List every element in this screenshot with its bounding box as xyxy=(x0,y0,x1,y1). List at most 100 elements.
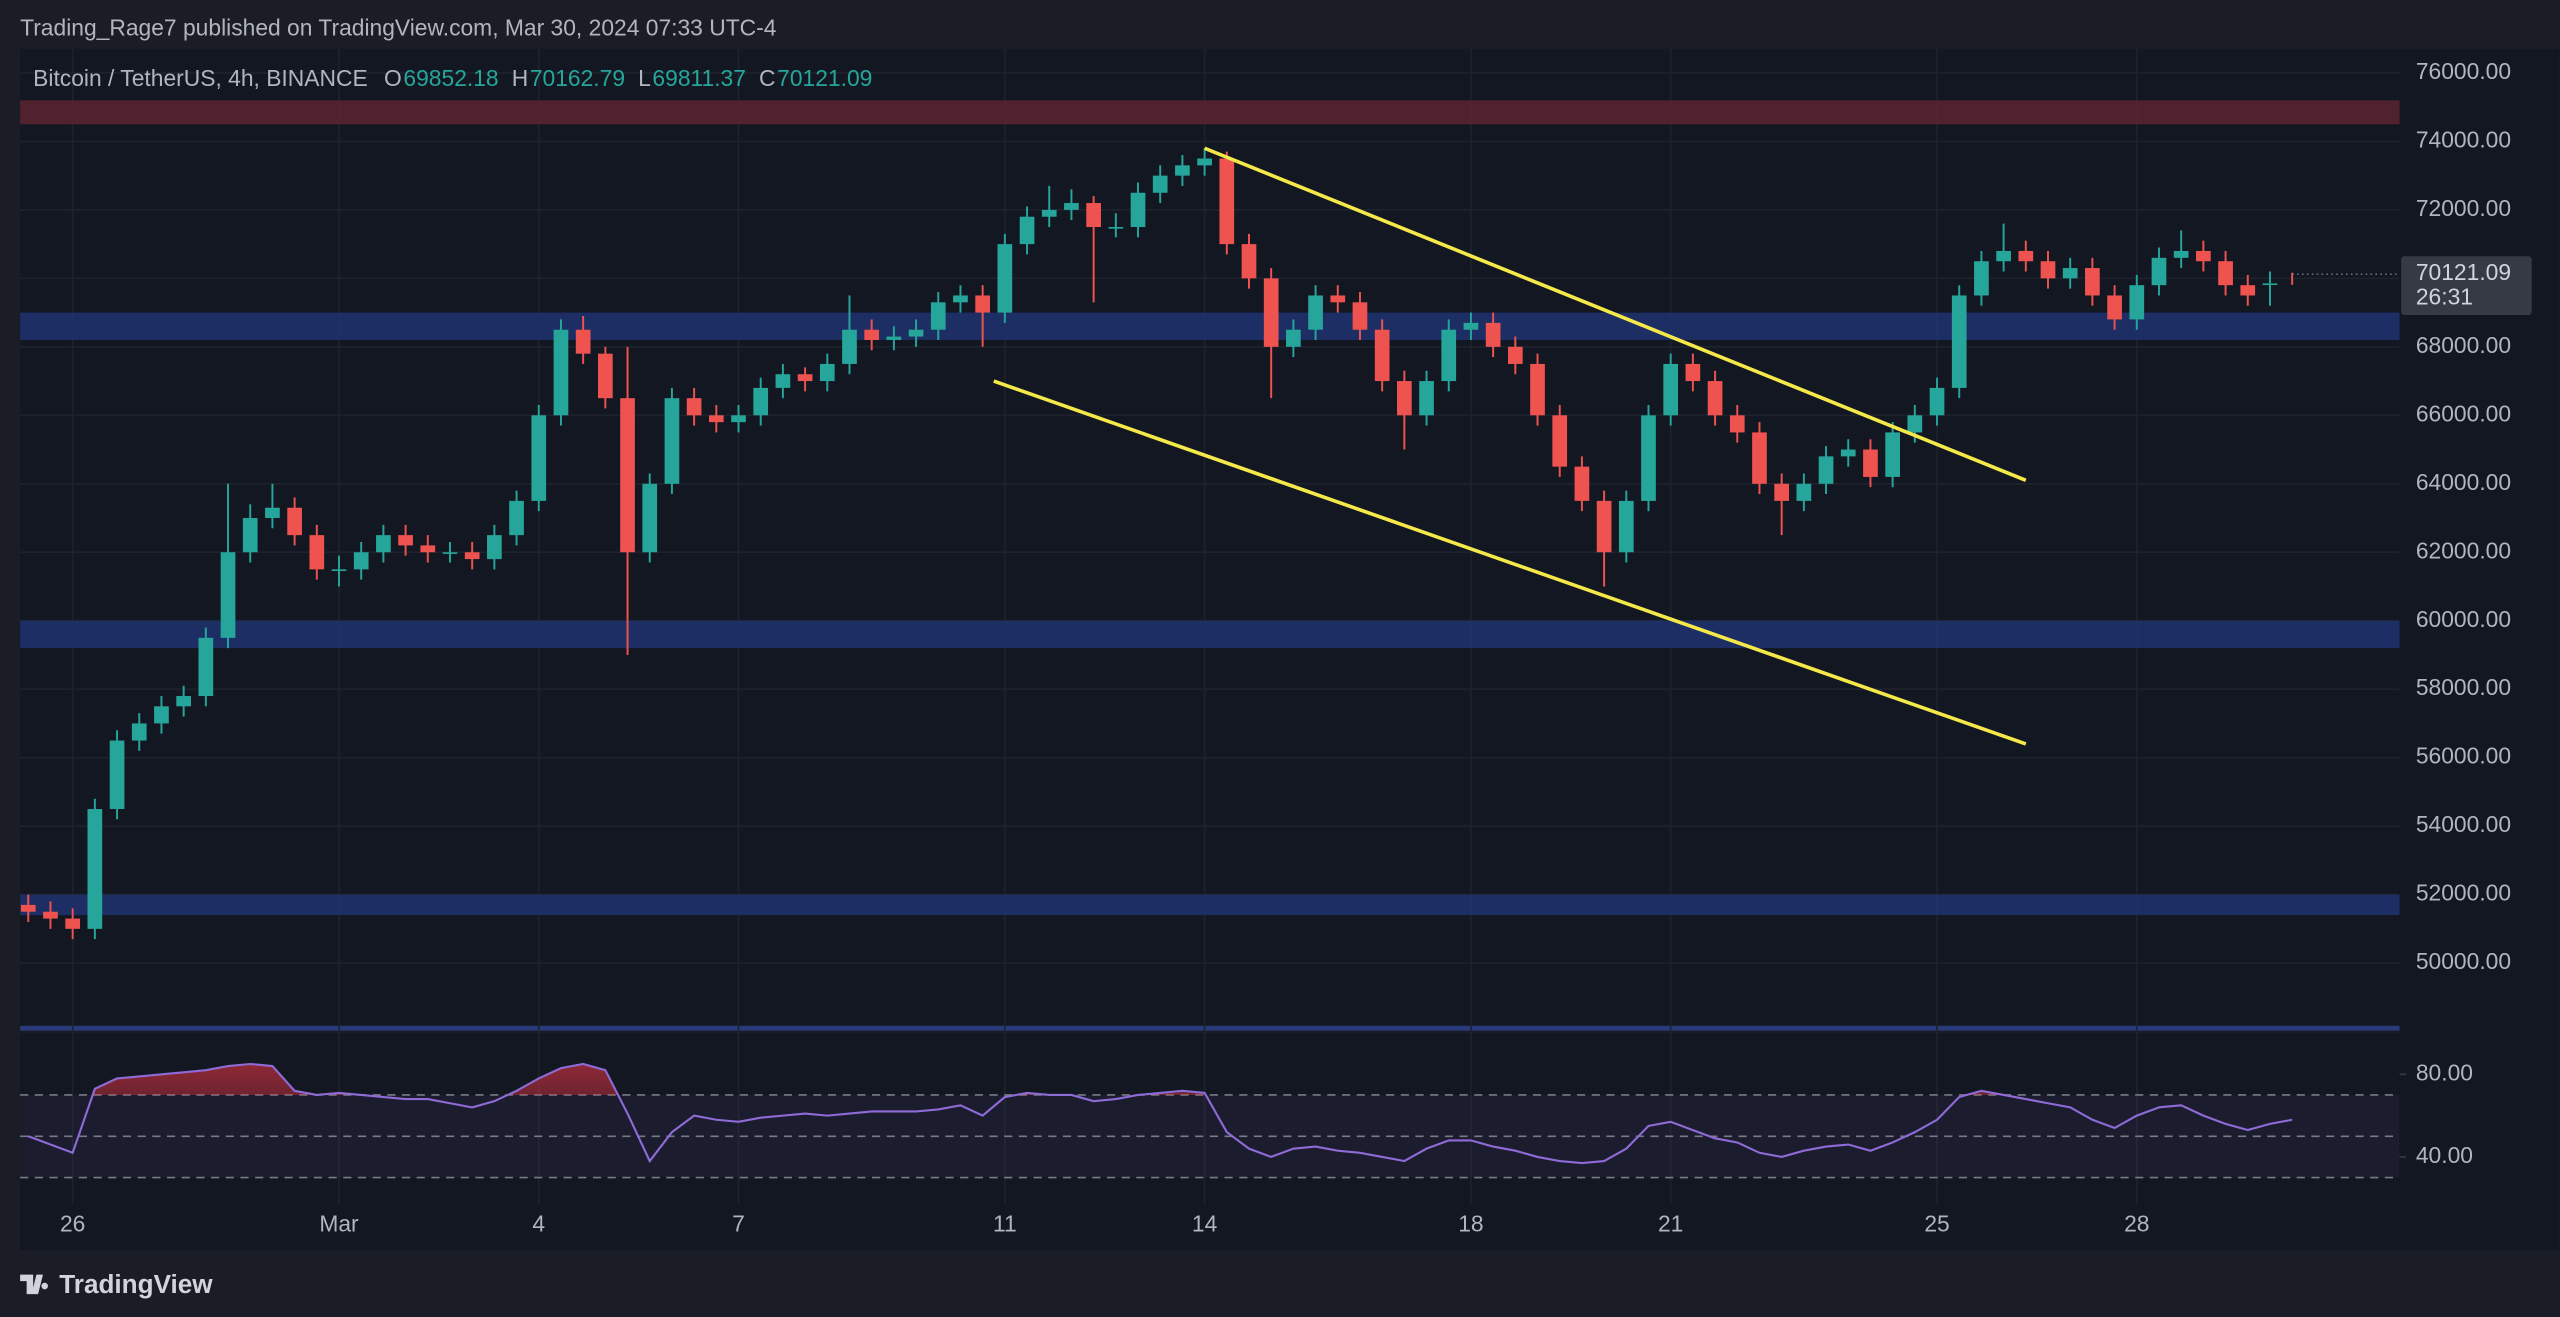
legend-key: O xyxy=(384,65,402,91)
x-tick-label: 28 xyxy=(2124,1211,2149,1237)
candle-body xyxy=(2218,261,2233,286)
candle-body xyxy=(2085,268,2100,296)
candle-body xyxy=(309,535,325,570)
candle-body xyxy=(575,329,591,354)
candle-body xyxy=(1485,322,1501,347)
candle-body xyxy=(2040,261,2056,279)
candle-body xyxy=(1618,500,1634,553)
candle-body xyxy=(864,329,880,340)
candle-body xyxy=(664,398,680,484)
candle-body xyxy=(1818,456,1834,484)
candle-body xyxy=(398,535,413,546)
y-tick-label: 76000.00 xyxy=(2416,58,2511,84)
y-tick-label: 52000.00 xyxy=(2416,880,2511,906)
zone xyxy=(20,100,2400,125)
candle-body xyxy=(1974,261,1989,296)
trend-line xyxy=(993,379,2027,746)
candle-body xyxy=(509,500,524,536)
candle-body xyxy=(553,329,569,416)
candle-body xyxy=(1441,329,1457,382)
candle-body xyxy=(65,918,81,929)
last-price-tag xyxy=(2401,256,2532,316)
legend-value: 69852.18 xyxy=(403,65,498,91)
y-tick-label: 50000.00 xyxy=(2416,948,2511,974)
candle-body xyxy=(731,415,746,423)
candle-body xyxy=(242,518,258,553)
legend-key: H xyxy=(512,65,529,91)
rsi: 80.00 40.00 xyxy=(20,1059,2473,1179)
brand-logo: TradingView xyxy=(20,1269,213,1299)
candle-body xyxy=(1707,381,1723,416)
candle-body xyxy=(2129,285,2145,320)
price-axis xyxy=(2399,48,2560,1251)
candle-body xyxy=(1996,250,2011,262)
candle-body xyxy=(1197,158,1212,166)
candle-body xyxy=(753,387,769,416)
candle-body xyxy=(1729,415,1745,433)
candle-body xyxy=(1108,226,1124,229)
candle-body xyxy=(797,374,813,382)
candle-body xyxy=(1552,415,1568,467)
candle-body xyxy=(1019,216,1035,245)
zone xyxy=(20,894,2400,916)
candle-body xyxy=(1397,381,1412,416)
y-tick-label: 68000.00 xyxy=(2416,332,2511,358)
symbol-title: Bitcoin / TetherUS, 4h, BINANCE xyxy=(33,65,368,91)
candle-body xyxy=(1463,322,1479,330)
publisher-line: Trading_Rage7 published on TradingView.c… xyxy=(20,14,777,40)
legend-key: C xyxy=(759,65,776,91)
x-tick-label: 18 xyxy=(1458,1211,1483,1237)
candle-body xyxy=(1064,203,1079,210)
candle-body xyxy=(1308,295,1323,330)
candle-body xyxy=(1530,363,1545,416)
y-tick-label: 62000.00 xyxy=(2416,537,2511,563)
trend-line xyxy=(1203,146,2027,483)
candle-body xyxy=(1286,329,1301,347)
candle-body xyxy=(1086,203,1101,227)
legend-value: 70121.09 xyxy=(777,65,872,91)
candle-body xyxy=(597,353,613,399)
candle-body xyxy=(442,552,458,554)
candle-body xyxy=(886,336,902,340)
candle-body xyxy=(154,706,169,724)
candle-body xyxy=(43,911,58,919)
candle-body xyxy=(1507,346,1523,364)
x-tick-label: 7 xyxy=(732,1211,745,1237)
candle-body xyxy=(842,329,857,364)
candle-body xyxy=(1863,449,1878,477)
candle-body xyxy=(1663,363,1679,416)
candle-body xyxy=(131,723,147,741)
candle-body xyxy=(176,696,191,707)
legend-value: 70162.79 xyxy=(530,65,625,91)
zone xyxy=(20,620,2400,649)
candle-body xyxy=(198,637,214,697)
candle-body xyxy=(1907,415,1923,433)
y-tick-label: 40.00 xyxy=(2416,1142,2473,1168)
candle-body xyxy=(1263,278,1279,347)
candle-body xyxy=(1929,387,1945,416)
candle-body xyxy=(1641,415,1656,501)
y-tick-label: 60000.00 xyxy=(2416,606,2511,632)
x-tick-label: 11 xyxy=(993,1211,1017,1237)
last-price-label: 70121.09 xyxy=(2416,259,2511,285)
legend-value: 69811.37 xyxy=(652,65,746,91)
candle-body xyxy=(1241,244,1257,279)
candle-body xyxy=(1774,483,1790,501)
candle-body xyxy=(2062,268,2078,279)
candle-body xyxy=(1152,175,1168,193)
x-tick-label: 14 xyxy=(1192,1211,1218,1237)
y-tick-label: 66000.00 xyxy=(2416,400,2511,426)
candles xyxy=(20,148,2294,940)
candle-body xyxy=(997,244,1013,313)
candle-body xyxy=(708,415,724,423)
candle-body xyxy=(1041,209,1057,217)
y-tick-label: 58000.00 xyxy=(2416,674,2511,700)
candle-body xyxy=(819,363,835,382)
rsi-overbought-fill xyxy=(92,1064,2004,1095)
y-tick-label: 80.00 xyxy=(2416,1059,2473,1085)
candle-body xyxy=(353,552,369,570)
candle-body xyxy=(1330,295,1346,303)
trend-lines xyxy=(993,146,2027,746)
candle-body xyxy=(1574,466,1590,501)
